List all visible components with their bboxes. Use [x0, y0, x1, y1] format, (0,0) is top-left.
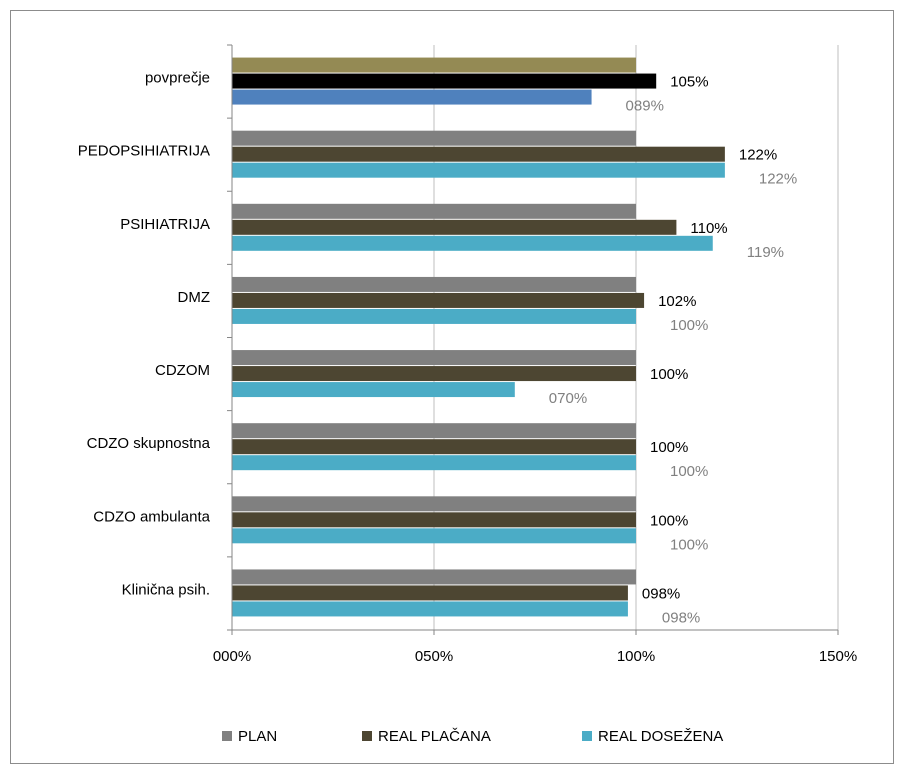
- data-label: 100%: [670, 463, 708, 480]
- bar-real-pla-ana: [232, 366, 636, 382]
- data-label: 100%: [650, 439, 688, 456]
- category-label: CDZOM: [155, 362, 210, 379]
- category-label: PSIHIATRIJA: [120, 216, 210, 233]
- x-tick-label: 100%: [617, 648, 655, 665]
- bar-real-dose-ena: [232, 601, 628, 617]
- bar-real-pla-ana: [232, 219, 677, 235]
- legend-swatch: [222, 731, 232, 741]
- legend-swatch: [362, 731, 372, 741]
- data-label: 105%: [670, 74, 708, 91]
- x-tick-label: 000%: [213, 648, 251, 665]
- legend-label: PLAN: [238, 728, 277, 745]
- legend-label: REAL DOSEŽENA: [598, 728, 723, 745]
- legend-swatch: [582, 731, 592, 741]
- data-label: 089%: [626, 98, 664, 115]
- bar-real-dose-ena: [232, 308, 636, 324]
- bar-real-pla-ana: [232, 512, 636, 528]
- category-label: CDZO skupnostna: [87, 435, 211, 452]
- bar-real-pla-ana: [232, 439, 636, 455]
- data-label: 102%: [658, 293, 696, 310]
- data-label: 100%: [670, 317, 708, 334]
- category-label: CDZO ambulanta: [93, 508, 210, 525]
- legend-label: REAL PLAČANA: [378, 728, 491, 745]
- category-label: Klinična psih.: [122, 581, 210, 598]
- bar-real-pla-ana: [232, 146, 725, 162]
- data-label: 110%: [690, 220, 727, 237]
- data-label: 098%: [642, 585, 680, 602]
- bar-real-dose-ena: [232, 528, 636, 544]
- bars: [232, 57, 725, 617]
- data-label: 100%: [650, 512, 688, 529]
- bar-plan: [232, 423, 636, 439]
- labels: 000% 050% 100% 150% povprečje 105% 089% PEDOPSI…: [78, 70, 857, 665]
- bar-plan: [232, 130, 636, 146]
- category-label: PEDOPSIHIATRIJA: [78, 143, 210, 160]
- bar-real-dose-ena: [232, 455, 636, 471]
- category-label: DMZ: [178, 289, 211, 306]
- bar-plan: [232, 203, 636, 219]
- bar-real-dose-ena: [232, 162, 725, 178]
- data-label: 122%: [759, 171, 797, 188]
- bar-plan: [232, 496, 636, 512]
- bar-plan: [232, 276, 636, 292]
- bar-real-dose-ena: [232, 235, 713, 251]
- category-label: povprečje: [145, 70, 210, 87]
- data-label: 098%: [662, 609, 700, 626]
- bar-real-pla-ana: [232, 73, 657, 89]
- data-label: 122%: [739, 147, 777, 164]
- bar-real-dose-ena: [232, 382, 515, 398]
- bar-plan: [232, 569, 636, 585]
- data-label: 100%: [670, 536, 708, 553]
- bar-plan: [232, 350, 636, 366]
- axes: [227, 44, 839, 635]
- bar-real-dose-ena: [232, 89, 592, 105]
- bar-real-pla-ana: [232, 585, 628, 601]
- data-label: 100%: [650, 366, 688, 383]
- bar-plan: [232, 57, 636, 73]
- legend: PLAN REAL PLAČANA REAL DOSEŽENA: [222, 728, 723, 745]
- data-label: 070%: [549, 390, 587, 407]
- x-tick-label: 050%: [415, 648, 453, 665]
- x-tick-label: 150%: [819, 648, 857, 665]
- bar-real-pla-ana: [232, 292, 645, 308]
- data-label: 119%: [747, 244, 784, 261]
